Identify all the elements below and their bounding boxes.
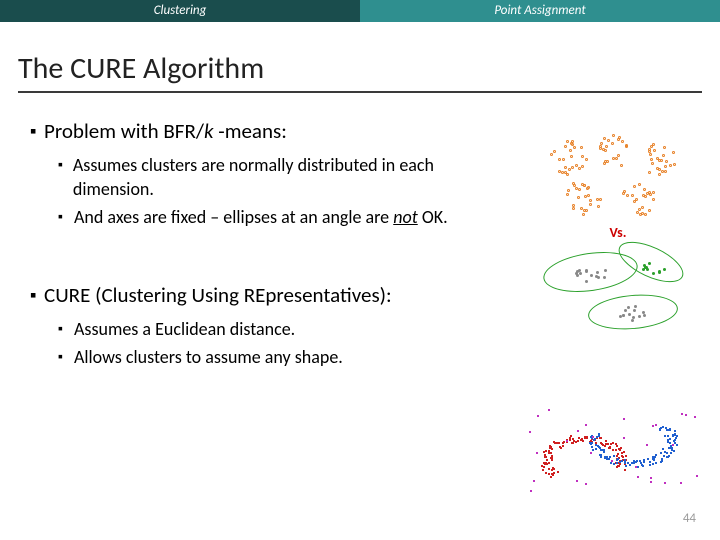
vs-label: Vs. bbox=[538, 224, 698, 241]
bullet-text: Problem with BFR/k -means: bbox=[44, 117, 287, 145]
bullet-marker: ▪ bbox=[58, 345, 74, 369]
sublist-problem: ▪ Assumes clusters are normally distribu… bbox=[58, 153, 488, 229]
tab-point-assignment[interactable]: Point Assignment bbox=[360, 0, 720, 22]
subbullet-text: Allows clusters to assume any shape. bbox=[74, 345, 343, 369]
bullet-marker: ▪ bbox=[58, 205, 74, 229]
subbullet-text: Assumes clusters are normally distribute… bbox=[73, 153, 488, 201]
sublist-cure: ▪ Assumes a Euclidean distance. ▪ Allows… bbox=[58, 317, 488, 369]
page-number: 44 bbox=[683, 511, 696, 526]
comparison-figure: Vs. bbox=[538, 130, 698, 335]
subbullet: ▪ Assumes a Euclidean distance. bbox=[58, 317, 488, 341]
bullet-marker: ▪ bbox=[58, 153, 73, 177]
gaussian-clusters-illustration bbox=[538, 130, 698, 220]
slide-title: The CURE Algorithm bbox=[18, 50, 702, 87]
moons-clusters-illustration bbox=[528, 400, 698, 500]
bullet-marker: ▪ bbox=[30, 117, 44, 145]
subbullet-text: And axes are fixed – ellipses at an angl… bbox=[74, 205, 448, 229]
bullet-text: CURE (Clustering Using REpresentatives): bbox=[44, 281, 392, 309]
title-underline bbox=[18, 91, 702, 93]
subbullet: ▪ Assumes clusters are normally distribu… bbox=[58, 153, 488, 201]
subbullet: ▪ Allows clusters to assume any shape. bbox=[58, 345, 488, 369]
tab-clustering[interactable]: Clustering bbox=[0, 0, 360, 22]
title-block: The CURE Algorithm bbox=[0, 22, 720, 99]
tab-bar: Clustering Point Assignment bbox=[0, 0, 720, 22]
subbullet: ▪ And axes are fixed – ellipses at an an… bbox=[58, 205, 488, 229]
bullet-marker: ▪ bbox=[58, 317, 74, 341]
subbullet-text: Assumes a Euclidean distance. bbox=[74, 317, 295, 341]
bullet-marker: ▪ bbox=[30, 281, 44, 309]
ellipse-clusters-illustration bbox=[538, 245, 698, 335]
